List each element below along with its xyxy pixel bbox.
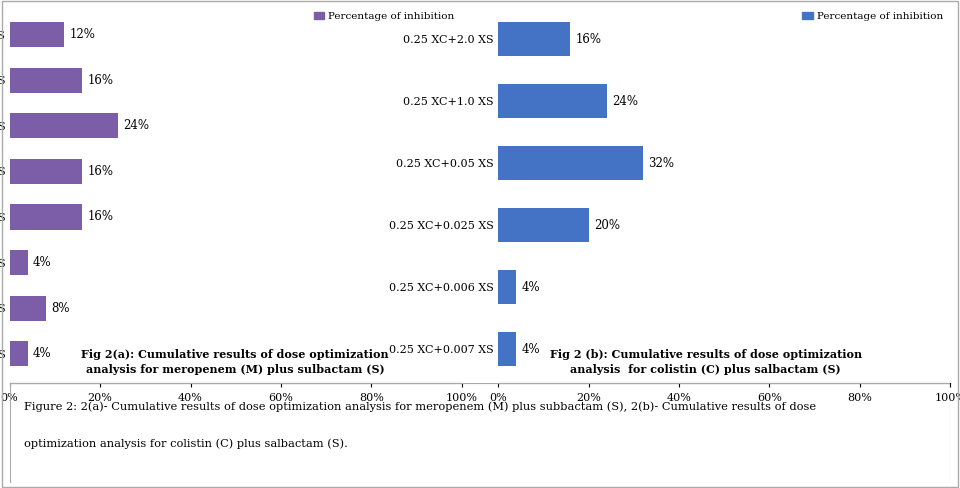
Bar: [10, 159, 82, 184]
Bar: [10, 341, 28, 366]
Text: 32%: 32%: [648, 157, 674, 170]
Text: 8%: 8%: [51, 302, 70, 315]
Bar: [498, 332, 516, 366]
Text: analysis  for colistin (C) plus salbactam (S): analysis for colistin (C) plus salbactam…: [570, 364, 841, 375]
Legend: Percentage of inhibition: Percentage of inhibition: [310, 8, 459, 26]
Text: Fig 2(a): Cumulative results of dose optimization: Fig 2(a): Cumulative results of dose opt…: [82, 349, 389, 360]
Text: 4%: 4%: [521, 281, 540, 294]
Text: 4%: 4%: [33, 347, 52, 360]
Text: 24%: 24%: [124, 119, 150, 132]
Bar: [498, 208, 588, 242]
Bar: [10, 22, 64, 47]
Text: 16%: 16%: [87, 74, 113, 87]
Bar: [498, 84, 607, 118]
Text: 20%: 20%: [594, 219, 620, 232]
Text: 16%: 16%: [87, 210, 113, 224]
Text: 24%: 24%: [612, 95, 638, 108]
Text: optimization analysis for colistin (C) plus salbactam (S).: optimization analysis for colistin (C) p…: [24, 438, 348, 449]
Text: 12%: 12%: [69, 28, 95, 41]
Bar: [10, 296, 46, 321]
Text: Figure 2: 2(a)- Cumulative results of dose optimization analysis for meropenem (: Figure 2: 2(a)- Cumulative results of do…: [24, 402, 816, 412]
Bar: [498, 22, 570, 56]
Legend: Percentage of inhibition: Percentage of inhibition: [798, 8, 948, 26]
Text: 4%: 4%: [521, 343, 540, 356]
Text: 4%: 4%: [33, 256, 52, 269]
Bar: [10, 204, 82, 229]
Bar: [10, 113, 118, 138]
Text: analysis for meropenem (M) plus sulbactam (S): analysis for meropenem (M) plus sulbacta…: [85, 364, 385, 375]
Text: Fig 2 (b): Cumulative results of dose optimization: Fig 2 (b): Cumulative results of dose op…: [549, 349, 862, 360]
Bar: [498, 270, 516, 304]
Text: 16%: 16%: [576, 33, 602, 46]
Bar: [10, 68, 82, 93]
Text: 16%: 16%: [87, 165, 113, 178]
Bar: [498, 146, 643, 180]
Bar: [10, 250, 28, 275]
